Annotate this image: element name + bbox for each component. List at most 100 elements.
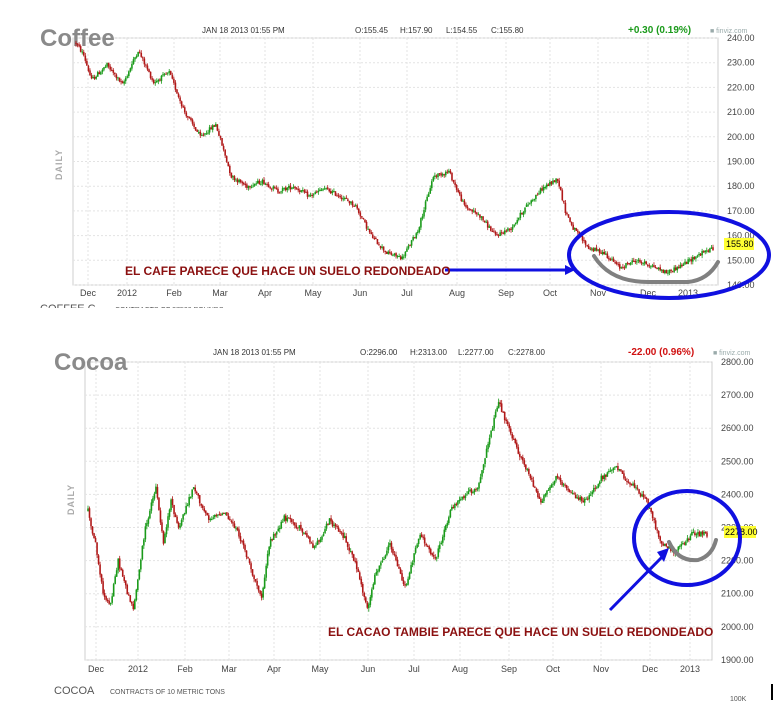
candle-body [481,470,483,477]
candle-body [500,232,503,234]
candle-body [115,570,118,577]
candle-body [674,267,677,270]
candle-body [653,518,655,521]
candle-body [124,78,127,82]
candle-body [534,486,536,488]
candle-body [457,189,459,192]
candle-body [94,537,97,543]
candle-body [411,562,414,565]
candle-body [291,519,293,522]
candle-body [330,191,332,194]
x-tick-label: 2012 [117,288,137,298]
candle-body [188,497,190,506]
annotation-arrow [608,553,666,612]
candle-body [185,506,187,514]
candle-body [432,177,435,181]
candle-body [236,528,239,530]
candle-body [485,448,488,458]
x-tick-label: Nov [590,288,607,298]
candle-body [109,66,111,70]
candle-body [466,494,468,496]
candle-body [372,584,375,589]
candle-body [374,574,376,585]
candle-body [154,82,157,84]
candle-body [361,584,364,593]
candle-body [157,79,160,82]
candle-body [572,224,574,230]
candle-body [266,553,269,566]
candle-body [633,483,636,488]
candle-body [88,508,91,518]
candle-body [393,253,396,255]
candle-body [621,470,624,474]
candle-body [298,190,301,192]
candle-body [567,214,570,218]
candle-body [317,190,320,193]
y-axis-label: DAILY [66,484,76,515]
candle-body [518,453,521,457]
candle-body [629,482,631,485]
candle-body [244,545,246,551]
x-tick-label: Jun [353,288,368,298]
candle-body [659,267,661,271]
candle-body [467,491,470,495]
candle-body [403,256,405,258]
candle-body [138,51,141,53]
candle-body [286,517,289,522]
candle-body [490,430,492,438]
header-low: L:2277.00 [458,348,494,357]
x-tick-label: Apr [258,288,272,298]
candle-body [595,487,598,489]
header-high: H:157.90 [400,26,433,35]
candle-body [294,186,296,189]
candle-body [571,493,574,495]
candle-body [104,66,107,68]
candle-body [333,191,335,193]
y-tick-label: 170.00 [727,206,755,216]
candle-body [358,572,361,580]
candle-body [654,266,657,269]
candle-body [512,438,515,440]
candle-body [177,93,180,97]
candle-body [687,259,689,265]
candle-body [123,576,126,581]
candle-body [121,81,124,84]
candle-body [241,181,244,184]
candle-body [480,216,483,218]
candle-body [316,191,318,193]
candle-body [314,192,317,194]
candle-body [491,231,494,233]
candle-body [345,536,347,543]
candle-body [182,106,185,108]
candle-body [257,585,260,591]
candle-body [130,601,133,604]
y-tick-label: 150.00 [727,255,755,265]
candle-body [508,228,511,230]
candle-body [493,417,495,429]
coffee-chart: 240.00 230.00 220.00 210.00 200.00 190.00 180.… [40,25,771,308]
candle-body [170,499,172,511]
candle-body [488,437,491,445]
candle-body [448,170,450,173]
candle-body [523,460,526,465]
candle-body [668,269,671,273]
candle-body [657,531,660,537]
candle-body [632,260,635,262]
candle-body [215,124,217,127]
candle-body [445,525,447,531]
candle-body [673,267,675,272]
candle-body [132,59,135,64]
candle-body [303,532,305,534]
candle-body [371,589,373,598]
candle-body [528,203,531,205]
candle-body [254,579,257,581]
candle-body [313,545,316,548]
candle-body [543,495,545,501]
candle-body [443,529,446,538]
candle-body [692,532,695,534]
candle-body [215,514,218,516]
candle-body [229,518,231,521]
candle-body [137,579,139,591]
x-tick-label: 2012 [128,664,148,674]
